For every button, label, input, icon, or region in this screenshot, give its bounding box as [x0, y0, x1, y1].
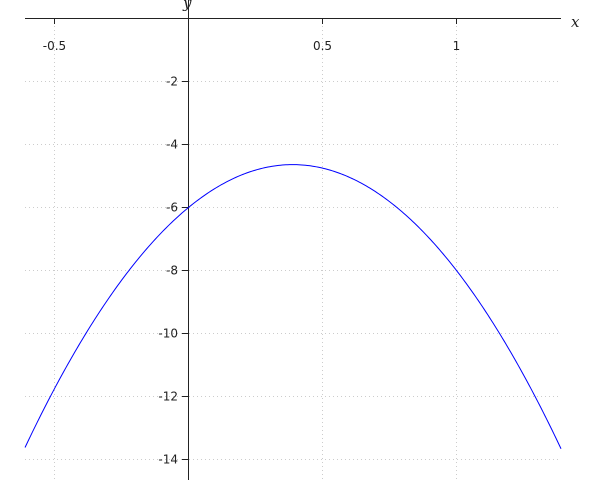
y-tick-label: -2	[166, 75, 178, 89]
y-tick-label: -8	[166, 264, 178, 278]
y-tick-label: -10	[158, 327, 178, 341]
y-axis-label: y	[182, 0, 192, 12]
tick-labels: -0.5 0.5 1 -2 -4 -6 -8 -10 -12 -14	[43, 18, 461, 467]
x-tick-label: 1	[453, 39, 461, 53]
x-tick-label: 0.5	[313, 39, 332, 53]
y-tick-label: -12	[158, 390, 178, 404]
grid	[25, 18, 561, 480]
y-tick-label: -14	[158, 453, 178, 467]
y-tick-label: -6	[166, 201, 178, 215]
series-curve	[24, 164, 562, 449]
y-tick-label: -4	[166, 138, 178, 152]
x-axis-label: x	[571, 13, 580, 31]
x-tick-label: -0.5	[43, 39, 66, 53]
